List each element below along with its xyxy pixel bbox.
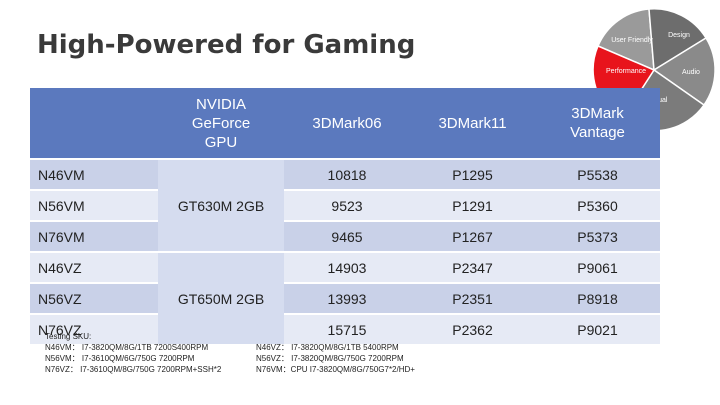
- score-vantage: P9061: [535, 251, 660, 283]
- header-vantage-line2: Vantage: [570, 124, 625, 141]
- table-row: N76VM 9465 P1267 P5373: [30, 220, 660, 252]
- slide-title: High-Powered for Gaming: [37, 30, 416, 60]
- feature-wheel: User Friendly Design Audio Visual Perfor…: [592, 8, 716, 130]
- score-3dmark06: 9523: [284, 189, 410, 221]
- table-row: N46VZ GT650M 2GB 14903 P2347 P9061: [30, 251, 660, 344]
- testing-notes-left: Testing SKU: N46VM： I7-3820QM/8G/1TB 720…: [45, 331, 221, 375]
- score-3dmark06: 14903: [284, 251, 410, 283]
- note-line: N46VZ： I7-3820QM/8G/1TB 5400RPM: [256, 343, 399, 352]
- note-line: N46VM： I7-3820QM/8G/1TB 7200S400RPM: [45, 343, 209, 352]
- note-line: N56VM： I7-3610QM/6G/750G 7200RPM: [45, 354, 195, 363]
- note-line: N76VM：CPU I7-3820QM/8G/750G7*2/HD+: [256, 365, 415, 374]
- wheel-segment-user-friendly: [597, 8, 655, 72]
- score-3dmark06: 10818: [284, 158, 410, 190]
- gpu-cell: GT630M 2GB: [158, 158, 284, 252]
- model-cell: N46VM: [30, 158, 158, 190]
- header-3dmark-vantage: 3DMark Vantage: [535, 88, 660, 159]
- notes-heading: Testing SKU:: [45, 332, 92, 341]
- score-vantage: P8918: [535, 282, 660, 314]
- score-vantage: P5538: [535, 158, 660, 190]
- score-3dmark06: 9465: [284, 220, 410, 252]
- benchmark-table: NVIDIA GeForce GPU 3DMark06 3DMark11 3DM…: [30, 88, 660, 344]
- score-3dmark11: P2347: [410, 251, 535, 283]
- testing-notes-right: N46VZ： I7-3820QM/8G/1TB 5400RPM N56VZ： I…: [256, 342, 415, 375]
- score-3dmark11: P2351: [410, 282, 535, 314]
- score-3dmark06: 15715: [284, 313, 410, 344]
- gpu-cell: GT650M 2GB: [158, 251, 284, 344]
- header-gpu-line2: GeForce: [191, 114, 251, 132]
- table-row: N46VM GT630M 2GB 10818 P1295 P5538: [30, 158, 660, 252]
- table-row: N56VZ 13993 P2351 P8918: [30, 282, 660, 314]
- model-cell: N56VM: [30, 189, 158, 221]
- wheel-segment-design: [648, 8, 708, 72]
- score-3dmark11: P1267: [410, 220, 535, 252]
- score-3dmark11: P2362: [410, 313, 535, 344]
- header-gpu-line1: NVIDIA: [195, 95, 246, 113]
- table-header-row: NVIDIA GeForce GPU 3DMark06 3DMark11 3DM…: [30, 88, 660, 159]
- wheel-label-performance: Performance: [606, 68, 646, 75]
- wheel-segment-audio: [652, 36, 716, 107]
- header-model: [30, 88, 158, 159]
- wheel-label-design: Design: [668, 32, 690, 39]
- table-row: N76VZ 15715 P2362 P9021: [30, 313, 660, 344]
- header-gpu: NVIDIA GeForce GPU: [158, 88, 284, 159]
- wheel-label-audio: Audio: [682, 69, 700, 76]
- score-3dmark11: P1295: [410, 158, 535, 190]
- header-gpu-line3: GPU: [204, 133, 238, 151]
- model-cell: N76VZ: [30, 313, 158, 344]
- score-3dmark06: 13993: [284, 282, 410, 314]
- table-row: N56VM 9523 P1291 P5360: [30, 189, 660, 221]
- score-vantage: P5373: [535, 220, 660, 252]
- note-line: N76VZ： I7-3610QM/8G/750G 7200RPM+SSH*2: [45, 365, 222, 374]
- score-3dmark11: P1291: [410, 189, 535, 221]
- header-vantage-line1: 3DMark: [571, 105, 624, 122]
- wheel-label-user-friendly: User Friendly: [611, 37, 653, 44]
- model-cell: N46VZ: [30, 251, 158, 283]
- note-line: N56VZ： I7-3820QM/8G/750G 7200RPM: [256, 354, 404, 363]
- header-3dmark11: 3DMark11: [410, 88, 535, 159]
- header-3dmark06: 3DMark06: [284, 88, 410, 159]
- score-vantage: P9021: [535, 313, 660, 344]
- model-cell: N76VM: [30, 220, 158, 252]
- model-cell: N56VZ: [30, 282, 158, 314]
- score-vantage: P5360: [535, 189, 660, 221]
